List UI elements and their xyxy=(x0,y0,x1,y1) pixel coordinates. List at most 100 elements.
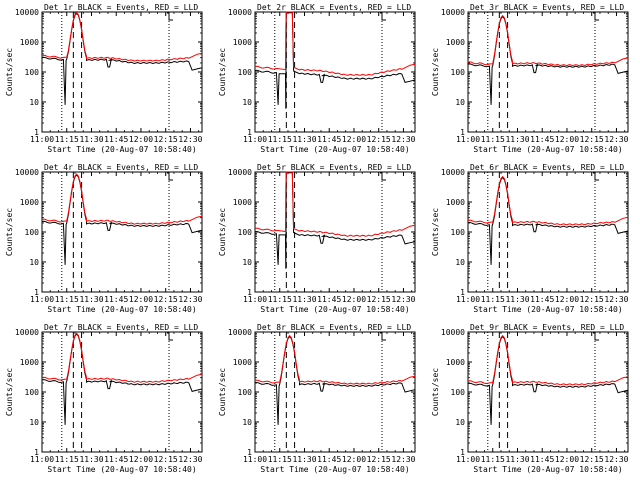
x-tick-label: 11:45 xyxy=(104,295,128,304)
x-tick-label: 12:30 xyxy=(178,135,202,144)
y-tick-label: 10000 xyxy=(441,328,465,337)
detector-name: Det 7r xyxy=(44,323,78,332)
x-tick-label: 11:00 xyxy=(30,135,54,144)
x-tick-label: 11:30 xyxy=(79,455,103,464)
y-tick-label: 1000 xyxy=(20,198,39,207)
lld-series-line xyxy=(467,14,629,67)
events-series-line xyxy=(41,12,203,105)
detector-name: Det 1r xyxy=(44,3,78,12)
x-tick-label: 11:15 xyxy=(268,135,292,144)
y-tick-label: 10 xyxy=(455,258,465,267)
legend-text: BLACK = Events, RED = LLD xyxy=(504,323,625,332)
x-axis-label: Start Time (20-Aug-07 10:58:40) xyxy=(473,305,622,314)
x-tick-label: 11:30 xyxy=(505,295,529,304)
x-tick-label: 11:45 xyxy=(104,135,128,144)
lld-series-line xyxy=(41,332,203,383)
x-tick-label: 11:00 xyxy=(30,295,54,304)
time-marker-glyph xyxy=(167,172,174,181)
chart-svg: Det 9r BLACK = Events, RED = LLD 1 10 100 10… xyxy=(431,323,629,474)
y-tick-label: 100 xyxy=(25,388,40,397)
detector-name: Det 9r xyxy=(470,323,504,332)
y-axis-label: Counts/sec xyxy=(218,208,227,256)
detector-name: Det 4r xyxy=(44,163,78,172)
lld-series-line xyxy=(254,171,416,237)
plot-frame xyxy=(467,11,629,133)
plot-frame xyxy=(254,331,416,453)
legend-text: BLACK = Events, RED = LLD xyxy=(291,3,412,12)
x-tick-label: 11:00 xyxy=(243,295,267,304)
chart-panel: Det 2r BLACK = Events, RED = LLD 1 10 100 10… xyxy=(213,0,426,160)
chart-svg: Det 4r BLACK = Events, RED = LLD 1 10 100 10… xyxy=(5,163,203,314)
y-tick-label: 10 xyxy=(242,418,252,427)
plot-frame xyxy=(41,171,203,293)
x-tick-label: 12:30 xyxy=(178,295,202,304)
y-tick-label: 1 xyxy=(247,288,252,297)
x-tick-label: 11:30 xyxy=(292,135,316,144)
x-tick-label: 12:00 xyxy=(129,295,153,304)
time-marker-glyph xyxy=(167,332,174,341)
y-tick-label: 1 xyxy=(460,128,465,137)
y-tick-label: 100 xyxy=(25,68,40,77)
x-tick-label: 11:30 xyxy=(292,455,316,464)
x-tick-label: 11:00 xyxy=(243,135,267,144)
plot-frame xyxy=(467,331,629,453)
x-tick-label: 11:15 xyxy=(481,135,505,144)
x-tick-label: 11:15 xyxy=(481,295,505,304)
x-tick-label: 12:00 xyxy=(342,455,366,464)
panel-title: Det 9r BLACK = Events, RED = LLD xyxy=(470,323,624,332)
detector-name: Det 6r xyxy=(470,163,504,172)
legend-text: BLACK = Events, RED = LLD xyxy=(78,3,199,12)
x-tick-label: 12:15 xyxy=(367,135,391,144)
lld-series-line xyxy=(254,334,416,385)
x-tick-label: 12:00 xyxy=(129,455,153,464)
x-axis-label: Start Time (20-Aug-07 10:58:40) xyxy=(47,465,196,474)
y-tick-label: 10000 xyxy=(441,168,465,177)
x-tick-label: 11:00 xyxy=(456,135,480,144)
x-tick-label: 11:30 xyxy=(79,135,103,144)
x-tick-label: 12:00 xyxy=(555,295,579,304)
chart-svg: Det 5r BLACK = Events, RED = LLD 1 10 100 10… xyxy=(218,163,416,314)
lld-series-line xyxy=(467,175,629,226)
y-tick-label: 1000 xyxy=(233,358,252,367)
x-tick-label: 11:45 xyxy=(530,455,554,464)
y-tick-label: 10 xyxy=(242,98,252,107)
x-tick-label: 12:30 xyxy=(391,295,415,304)
x-axis-label: Start Time (20-Aug-07 10:58:40) xyxy=(473,145,622,154)
x-axis-label: Start Time (20-Aug-07 10:58:40) xyxy=(260,465,409,474)
y-tick-label: 10 xyxy=(455,98,465,107)
y-tick-label: 100 xyxy=(238,228,253,237)
chart-panel: Det 1r BLACK = Events, RED = LLD 1 10 100 10… xyxy=(0,0,213,160)
x-tick-label: 11:30 xyxy=(505,135,529,144)
time-marker-glyph xyxy=(593,12,600,21)
y-tick-label: 10000 xyxy=(15,168,39,177)
x-axis-label: Start Time (20-Aug-07 10:58:40) xyxy=(47,145,196,154)
y-tick-label: 1000 xyxy=(446,198,465,207)
x-tick-label: 12:30 xyxy=(391,135,415,144)
x-tick-label: 12:15 xyxy=(154,135,178,144)
x-axis-label: Start Time (20-Aug-07 10:58:40) xyxy=(260,305,409,314)
x-tick-label: 11:45 xyxy=(530,135,554,144)
x-tick-label: 12:15 xyxy=(580,455,604,464)
lld-series-line xyxy=(41,11,203,62)
lld-series-line xyxy=(41,173,203,225)
legend-text: BLACK = Events, RED = LLD xyxy=(504,163,625,172)
y-tick-label: 1 xyxy=(34,448,39,457)
y-axis-label: Counts/sec xyxy=(5,48,14,96)
panel-title: Det 8r BLACK = Events, RED = LLD xyxy=(257,323,411,332)
panel-title: Det 4r BLACK = Events, RED = LLD xyxy=(44,163,198,172)
events-series-line xyxy=(254,335,416,425)
panel-title: Det 7r BLACK = Events, RED = LLD xyxy=(44,323,198,332)
legend-text: BLACK = Events, RED = LLD xyxy=(291,163,412,172)
x-tick-label: 12:15 xyxy=(154,295,178,304)
events-series-line xyxy=(254,12,416,109)
x-tick-label: 12:00 xyxy=(129,135,153,144)
time-marker-glyph xyxy=(380,332,387,341)
y-tick-label: 10 xyxy=(29,258,39,267)
events-series-line xyxy=(467,15,629,105)
x-tick-label: 12:30 xyxy=(604,455,628,464)
y-tick-label: 1 xyxy=(460,448,465,457)
detector-name: Det 2r xyxy=(257,3,291,12)
y-tick-label: 1000 xyxy=(446,38,465,47)
legend-text: BLACK = Events, RED = LLD xyxy=(504,3,625,12)
legend-text: BLACK = Events, RED = LLD xyxy=(78,323,199,332)
